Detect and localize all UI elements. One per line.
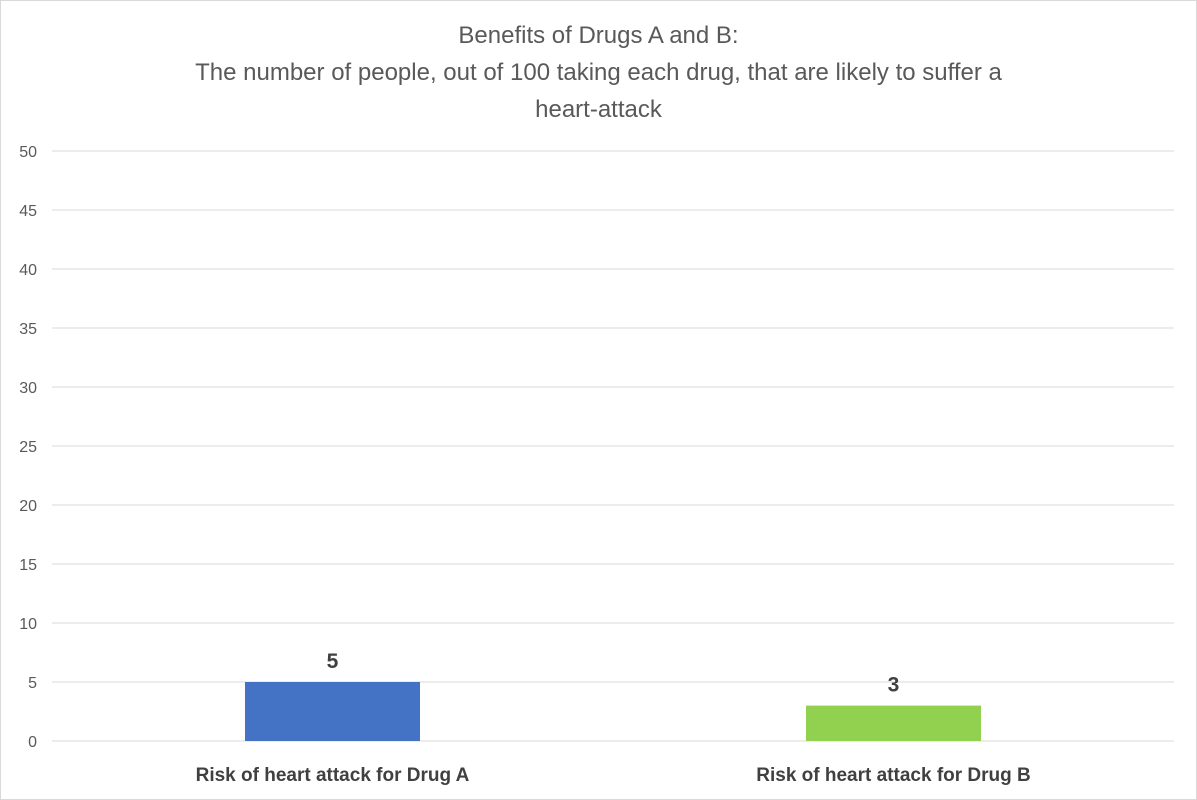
y-tick-label: 15: [19, 557, 37, 574]
y-tick-label: 40: [19, 262, 37, 279]
data-label: 5: [327, 650, 339, 673]
y-tick-label: 20: [19, 498, 37, 515]
chart-title-line-3: heart-attack: [535, 96, 662, 123]
y-tick-label: 10: [19, 616, 37, 633]
y-tick-label: 5: [28, 675, 37, 692]
chart-title-line-1: Benefits of Drugs A and B:: [458, 22, 739, 49]
bar: [806, 705, 981, 741]
y-tick-label: 35: [19, 321, 37, 338]
data-label: 3: [888, 674, 900, 697]
chart-title-line-2: The number of people, out of 100 taking …: [195, 59, 1002, 86]
y-tick-label: 45: [19, 203, 37, 220]
y-tick-label: 25: [19, 439, 37, 456]
y-tick-label: 30: [19, 380, 37, 397]
y-tick-label: 0: [28, 734, 37, 751]
chart-title: Benefits of Drugs A and B: The number of…: [1, 17, 1196, 128]
bar: [245, 682, 420, 741]
x-category-label: Risk of heart attack for Drug B: [756, 765, 1031, 786]
y-tick-label: 50: [19, 144, 37, 161]
x-category-label: Risk of heart attack for Drug A: [196, 765, 470, 786]
